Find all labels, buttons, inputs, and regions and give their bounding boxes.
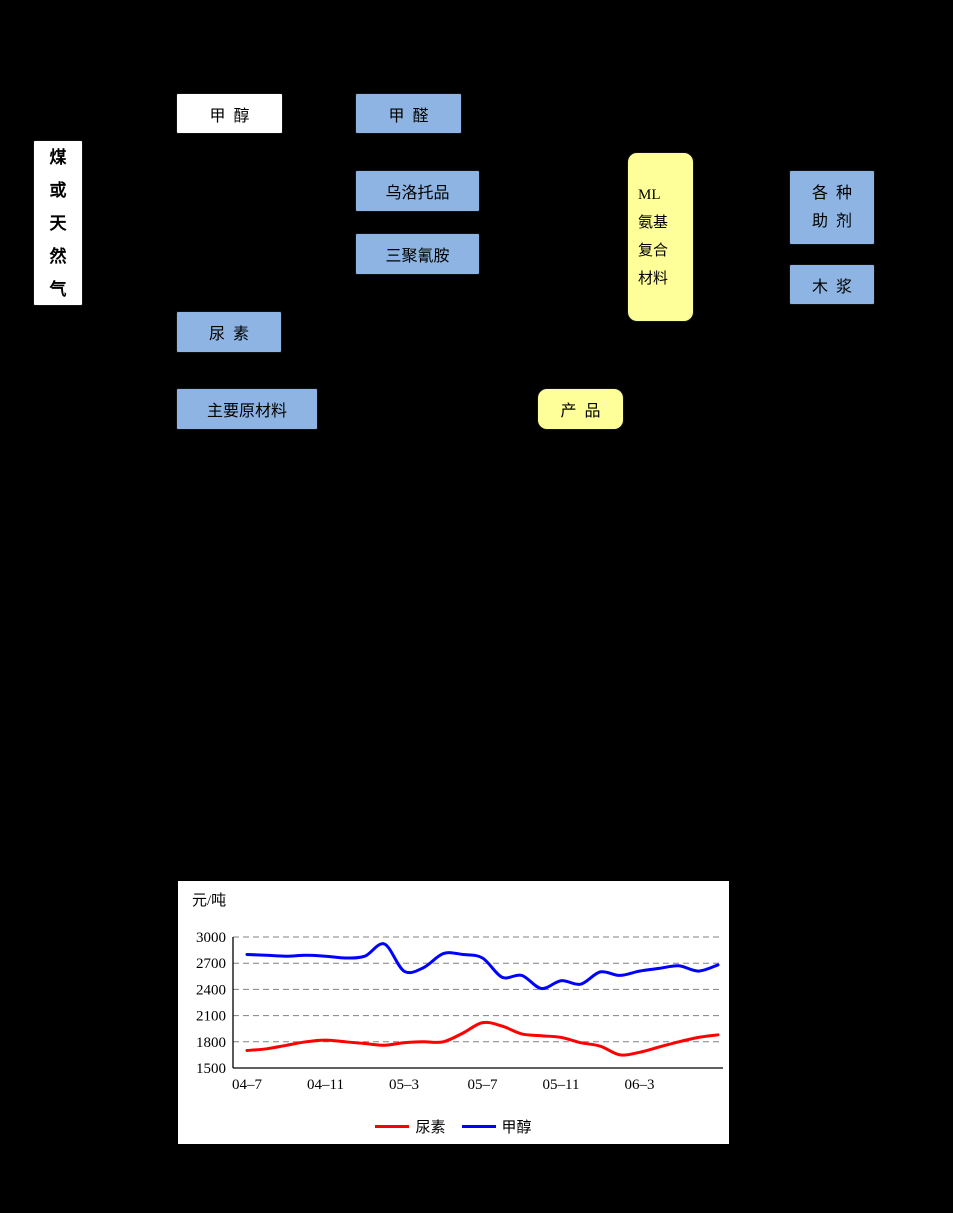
legend-product-box: 产 品 [537, 388, 624, 430]
svg-text:05–11: 05–11 [543, 1077, 580, 1093]
box-label: 尿 素 [208, 326, 249, 343]
svg-text:04–7: 04–7 [232, 1077, 263, 1093]
box-label: 产 品 [560, 403, 601, 420]
methanol-box: 甲 醇 [176, 93, 283, 134]
svg-text:05–3: 05–3 [389, 1077, 419, 1093]
ml-amino-composite-box: ML 氨基 复合 材料 [627, 152, 694, 322]
svg-text:1800: 1800 [196, 1035, 226, 1051]
svg-text:06–3: 06–3 [625, 1077, 655, 1093]
melamine-box: 三聚氰胺 [355, 233, 480, 275]
svg-text:2400: 2400 [196, 982, 226, 998]
box-label: 木 浆 [811, 278, 852, 296]
chart-legend: 尿素 甲醇 [178, 1115, 729, 1137]
svg-text:1500: 1500 [196, 1061, 226, 1077]
wood-pulp-box: 木 浆 [789, 264, 875, 305]
coal-or-natural-gas-box: 煤 或 天 然 气 [33, 140, 83, 306]
legend-label: 甲醇 [501, 1119, 532, 1136]
svg-text:3000: 3000 [196, 930, 226, 946]
box-label-line: 各 种 [811, 184, 852, 202]
box-label: 三聚氰胺 [385, 248, 450, 265]
box-label-line: 氨基 [638, 215, 669, 231]
urea-line-sample [375, 1124, 410, 1128]
legend-item-methanol: 甲醇 [461, 1116, 532, 1137]
methanol-line-sample [461, 1124, 496, 1128]
box-label: 甲 醇 [209, 107, 250, 125]
source-box-char: 煤 [49, 147, 67, 167]
source-box-char: 天 [49, 213, 67, 233]
box-label: 甲 醛 [388, 107, 429, 125]
legend-label: 尿素 [415, 1119, 446, 1136]
chart-unit-label: 元/吨 [192, 893, 227, 909]
box-label: 乌洛托品 [385, 185, 450, 202]
svg-text:05–7: 05–7 [468, 1077, 499, 1093]
svg-text:2100: 2100 [196, 1009, 226, 1025]
price-chart-svg: 1500 1800 2100 2400 2700 3000 04–7 04–11 05–3 05–… [196, 930, 723, 1093]
box-label: 主要原材料 [206, 403, 287, 420]
urea-box: 尿 素 [176, 311, 282, 353]
legend-item-urea: 尿素 [375, 1116, 446, 1137]
formaldehyde-box: 甲 醛 [355, 93, 462, 134]
box-label-line: 材料 [638, 271, 669, 287]
box-label-line: 助 剂 [811, 212, 852, 230]
source-box-char: 然 [49, 246, 67, 266]
svg-text:2700: 2700 [196, 956, 226, 972]
source-box-char: 或 [49, 180, 67, 200]
box-label-line: 复合 [638, 243, 669, 259]
legend-raw-material-box: 主要原材料 [176, 388, 318, 430]
source-box-char: 气 [49, 279, 67, 299]
urotropine-box: 乌洛托品 [355, 170, 480, 212]
box-label-line: ML [638, 187, 661, 203]
price-chart: 元/吨 1500 1800 2100 2400 2700 3000 04–7 04–11 05–… [178, 881, 729, 1144]
svg-text:04–11: 04–11 [307, 1077, 344, 1093]
additives-box: 各 种 助 剂 [789, 170, 875, 245]
